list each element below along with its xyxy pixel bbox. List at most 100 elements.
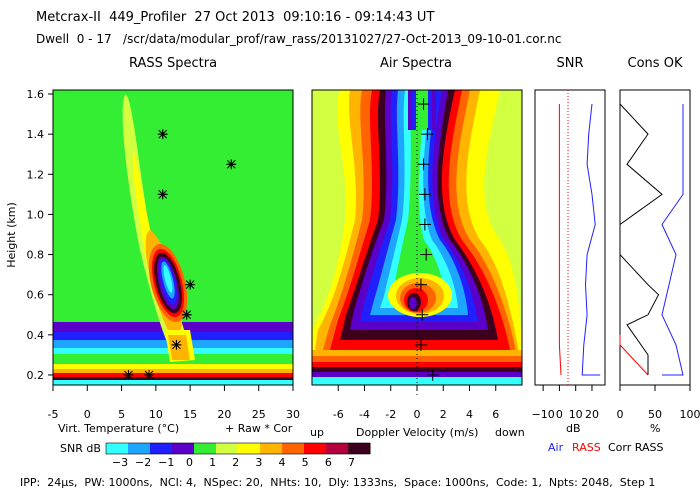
raw-marker [227,160,236,169]
snr-x-label: dB [566,422,581,435]
x-tick-label: 0 [617,408,624,421]
y-tick-label: 1.4 [27,128,45,141]
air-marker [416,308,429,321]
x-tick-label: -6 [333,408,344,421]
colorbar-tick-label: 4 [279,456,286,469]
header-dwell-line: Dwell 0 - 17 /scr/data/modular_prof/raw_… [36,32,562,46]
snr-panel [534,89,606,386]
x-tick-label: 6 [492,408,499,421]
series-line [619,334,649,376]
colorbar-tick-label: 3 [255,456,262,469]
air-markers [414,98,439,381]
y-axis-label: Height (km) [5,202,18,268]
x-tick-label: 30 [286,408,300,421]
colorbar-tick-label: −3 [112,456,128,469]
x-tick-label: 20 [585,408,599,421]
x-tick-label: 4 [466,408,473,421]
x-tick-label: 10 [569,408,583,421]
colorbar-tick-label: −2 [135,456,151,469]
x-tick-label: 25 [252,408,266,421]
air-marker [426,368,439,381]
y-tick-label: 0.4 [27,329,45,342]
colorbar-tick-label: 1 [209,456,216,469]
colorbar-tick-label: 6 [325,456,332,469]
air-contours [312,90,522,385]
series-line [581,103,601,376]
raw-marker [145,370,153,379]
raw-marker [158,130,167,139]
air-marker [418,188,431,201]
rass-spectra-panel [52,89,294,386]
colorbar-tick-label: −1 [158,456,174,469]
x-tick-label: 0 [414,408,421,421]
colorbar-tick-label: 0 [186,456,193,469]
colorbar-tick-label: 2 [232,456,239,469]
x-tick-label: 0 [84,408,91,421]
snr-title: SNR [556,56,584,71]
snr-colorbar-title: SNR dB [60,442,101,455]
air-x-right-label: down [495,426,525,439]
air-marker [421,128,434,141]
cons-ok-title: Cons OK [627,56,683,71]
rass-spectra-title: RASS Spectra [128,56,218,71]
colorbar-swatch [260,443,283,454]
colorbar-swatch [106,443,129,454]
y-tick-label: 0.2 [27,369,45,382]
series-line [661,104,684,376]
x-tick-label: 20 [217,408,231,421]
colorbar-swatch [348,443,371,454]
x-tick-label: 100 [680,408,700,421]
snr-lines [558,103,601,376]
colorbar-swatch [238,443,261,454]
colorbar-swatch [326,443,349,454]
x-tick-label: 15 [183,408,197,421]
colorbar-swatch [304,443,327,454]
x-tick-label: -2 [385,408,396,421]
cons-x-label: % [650,422,660,435]
raw-marker [158,190,167,199]
x-axis-ticks: -5 0 5 10 15 20 25 30 -6 -4 -2 0 2 4 6 −10 0 10 20 0 50 100 [48,385,700,421]
colorbar-swatch [194,443,217,454]
x-tick-label: 5 [118,408,125,421]
rass-contours [53,94,293,385]
raw-marker [172,340,181,349]
air-marker [420,248,433,261]
legend-rass: RASS [572,441,601,454]
air-marker [417,158,430,171]
y-tick-label: 0.8 [27,249,45,262]
snr-colorbar: −3 −2 −1 0 1 2 3 4 5 6 7 [105,442,371,469]
y-tick-label: 1.6 [27,88,45,101]
air-marker [414,338,427,351]
rass-x-suffix: + Raw * Cor [225,422,293,435]
air-x-label: Doppler Velocity (m/s) [356,426,478,439]
y-axis-ticks: 0.2 0.4 0.6 0.8 1.0 1.2 1.4 1.6 [27,88,53,382]
colorbar-swatch [150,443,173,454]
cor-marker [123,369,134,380]
colorbar-swatch [282,443,305,454]
colorbar-swatch [172,443,195,454]
air-marker [414,278,427,291]
air-marker [417,98,430,111]
colorbar-swatch [128,443,151,454]
series-line [619,103,663,375]
x-tick-label: 10 [149,408,163,421]
rass-x-label: Virt. Temperature (°C) [58,422,179,435]
air-x-left-label: up [310,426,324,439]
air-spectra-panel [311,89,523,395]
air-spectra-title: Air Spectra [379,56,453,71]
y-tick-label: 1.2 [27,168,45,181]
series-line [558,104,562,376]
cons-ok-panel [619,89,691,386]
legend-air: Air [548,441,564,454]
y-tick-label: 1.0 [27,208,45,221]
x-tick-label: -5 [48,408,59,421]
footer-parameters: IPP: 24μs, PW: 1000ns, NCI: 4, NSpec: 20… [20,476,656,489]
raw-marker [182,310,191,319]
cons-lines [619,103,684,376]
x-tick-label: −10 [532,408,555,421]
x-tick-label: 2 [440,408,447,421]
x-tick-label: 0 [556,408,563,421]
colorbar-swatch [216,443,239,454]
header-title: Metcrax-II 449_Profiler 27 Oct 2013 09:1… [36,10,435,25]
